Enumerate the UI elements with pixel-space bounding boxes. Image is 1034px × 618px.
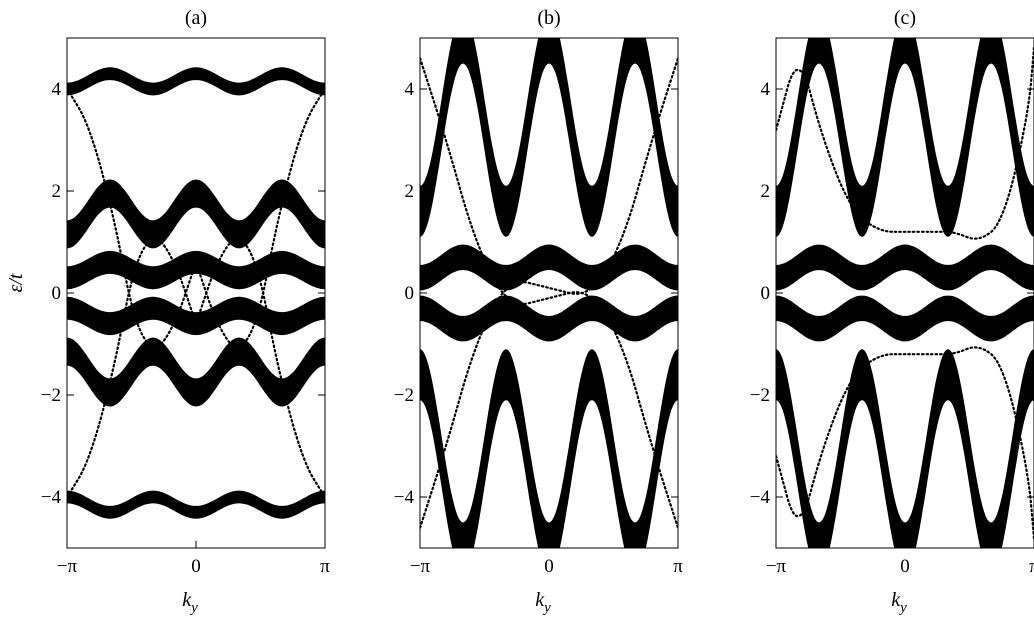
y-tick-label: 2 <box>52 181 62 202</box>
edge-state-3 <box>194 87 325 348</box>
y-tick-label: 0 <box>52 283 62 304</box>
bulk-band-2 <box>67 179 325 249</box>
plot-area <box>776 38 1034 548</box>
y-axis-title: ε/t <box>5 273 27 292</box>
plot-frame <box>419 37 679 549</box>
y-tick-label: 0 <box>405 283 415 304</box>
bulk-band-4 <box>67 296 325 336</box>
panel-b: 4 2 0 −2 −4 −π 0 π (b) ky <box>394 7 683 616</box>
plot-frame <box>775 37 1034 549</box>
edge-state-2 <box>420 57 678 529</box>
bulk-band-1 <box>420 38 678 237</box>
plot-area <box>67 67 325 519</box>
y-tick-label: 2 <box>761 181 771 202</box>
y-tick-label: −2 <box>750 385 770 406</box>
panel-title: (c) <box>894 7 916 29</box>
x-tick-label: 0 <box>544 556 554 577</box>
edge-state-1 <box>420 57 678 529</box>
x-axis-title: ky <box>535 589 551 616</box>
bulk-band-2 <box>776 244 1034 291</box>
edge-state-1 <box>67 87 198 348</box>
panel-title: (b) <box>537 7 560 29</box>
bulk-band-3 <box>420 295 678 342</box>
x-tick-label: π <box>320 556 330 577</box>
edge-state-2 <box>67 238 198 499</box>
x-tick-label: −π <box>57 556 78 577</box>
edge-state-4 <box>194 238 325 499</box>
bulk-band-5 <box>67 337 325 407</box>
y-tick-label: −4 <box>41 487 62 508</box>
x-tick-label: π <box>673 556 683 577</box>
x-tick-label: 0 <box>191 556 201 577</box>
y-tick-label: −2 <box>41 385 61 406</box>
y-tick-label: 2 <box>405 181 415 202</box>
plot-frame <box>66 37 326 549</box>
y-tick-label: −2 <box>394 385 414 406</box>
bulk-band-3 <box>67 250 325 290</box>
x-tick-label: 0 <box>900 556 910 577</box>
bulk-band-1 <box>776 38 1034 237</box>
panel-title: (a) <box>185 7 207 29</box>
bulk-band-4 <box>420 349 678 548</box>
x-tick-label: π <box>1029 556 1034 577</box>
y-tick-label: 4 <box>52 79 62 100</box>
plot-area <box>420 38 678 548</box>
edge-state-1 <box>776 47 1034 240</box>
x-axis-title: ky <box>182 589 198 616</box>
bulk-band-6 <box>67 490 325 519</box>
y-tick-label: −4 <box>394 487 415 508</box>
bulk-band-4 <box>776 349 1034 548</box>
y-tick-label: 4 <box>405 79 415 100</box>
edge-state-2 <box>776 346 1034 539</box>
y-tick-label: 4 <box>761 79 771 100</box>
x-tick-label: −π <box>410 556 431 577</box>
y-tick-label: −4 <box>750 487 771 508</box>
panel-c: 4 2 0 −2 −4 −π 0 π (c) ky <box>750 7 1034 616</box>
bulk-band-3 <box>776 295 1034 342</box>
y-tick-label: 0 <box>761 283 771 304</box>
x-tick-label: −π <box>766 556 787 577</box>
x-axis-title: ky <box>891 589 907 616</box>
bulk-band-2 <box>420 244 678 291</box>
panel-a: 4 2 0 −2 −4 −π 0 π (a) ky ε/t <box>5 7 330 616</box>
bulk-band-1 <box>67 67 325 96</box>
